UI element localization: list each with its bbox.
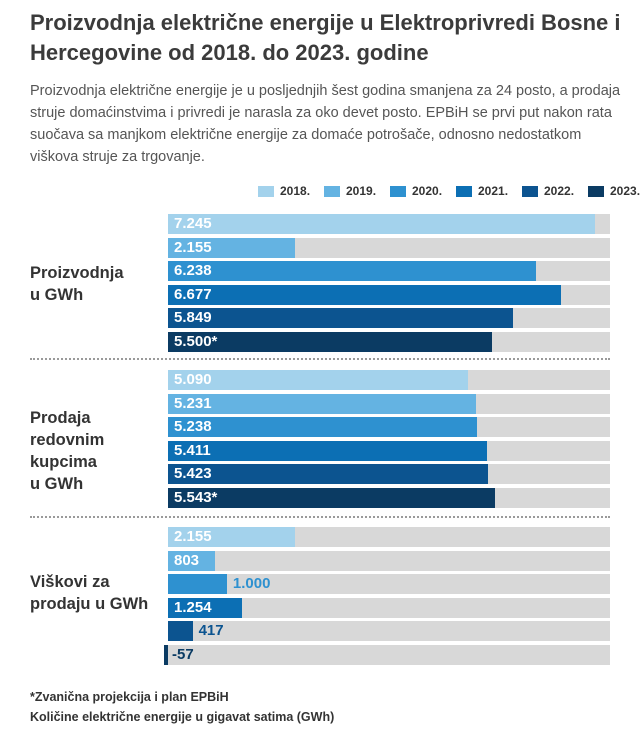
chart-title: Proizvodnja električne energije u Elektr… bbox=[30, 10, 621, 65]
legend-swatch bbox=[456, 185, 472, 197]
bar-track bbox=[168, 621, 610, 641]
legend-swatch bbox=[324, 185, 340, 197]
bar-2023-2 bbox=[164, 645, 168, 665]
legend-item-2020: 2020. bbox=[390, 182, 456, 200]
bar-track bbox=[168, 574, 610, 594]
legend-label: 2020. bbox=[412, 184, 443, 198]
legend-swatch bbox=[390, 185, 406, 197]
group-separator bbox=[30, 516, 610, 518]
bar-2022-0 bbox=[168, 308, 513, 328]
legend-item-2019: 2019. bbox=[324, 182, 390, 200]
group-label-line: redovnim bbox=[30, 431, 105, 449]
bar-value-label: 5.423 bbox=[174, 465, 212, 482]
bar-2018-1 bbox=[168, 370, 468, 390]
legend-label: 2021. bbox=[478, 184, 509, 198]
legend-item-2018: 2018. bbox=[258, 182, 324, 200]
bar-track bbox=[168, 598, 610, 618]
bar-value-label: 2.155 bbox=[174, 528, 212, 545]
bar-2022-1 bbox=[168, 464, 488, 484]
legend-item-2021: 2021. bbox=[456, 182, 522, 200]
legend-label: 2023. bbox=[610, 184, 640, 198]
bar-2020-1 bbox=[168, 417, 477, 437]
legend-label: 2019. bbox=[346, 184, 377, 198]
bar-value-label: 1.254 bbox=[174, 599, 212, 616]
bar-track bbox=[168, 551, 610, 571]
legend-item-2022: 2022. bbox=[522, 182, 588, 200]
bar-value-label: -57 bbox=[172, 646, 194, 663]
bar-value-label: 1.000 bbox=[232, 575, 271, 592]
legend-swatch bbox=[258, 185, 274, 197]
legend-label: 2018. bbox=[280, 184, 311, 198]
group-label-line: u GWh bbox=[30, 286, 84, 304]
bar-2019-2 bbox=[168, 551, 216, 571]
legend-swatch bbox=[588, 185, 604, 197]
bar-value-label: 5.090 bbox=[174, 371, 212, 388]
bar-value-label: 7.245 bbox=[174, 215, 212, 232]
bar-2021-0 bbox=[168, 285, 562, 305]
bar-2021-2 bbox=[168, 598, 242, 618]
bar-value-label: 5.238 bbox=[174, 418, 212, 435]
group-label-line: kupcima bbox=[30, 453, 97, 471]
bar-2020-0 bbox=[168, 261, 536, 281]
group-label-line: prodaju u GWh bbox=[30, 595, 149, 613]
bar-value-label: 5.500* bbox=[174, 333, 218, 350]
group-label-0: Proizvodnja u GWh bbox=[30, 262, 124, 306]
legend-label: 2022. bbox=[544, 184, 575, 198]
group-label-line: Prodaja bbox=[30, 409, 91, 427]
bar-2019-1 bbox=[168, 394, 477, 414]
bar-2021-1 bbox=[168, 441, 487, 461]
bar-2020-2 bbox=[168, 574, 227, 594]
group-label-line: Proizvodnja bbox=[30, 264, 124, 282]
group-separator bbox=[30, 358, 610, 360]
bar-value-label: 5.231 bbox=[174, 395, 212, 412]
legend-swatch bbox=[522, 185, 538, 197]
bar-value-label: 5.849 bbox=[174, 309, 212, 326]
bar-2018-0 bbox=[168, 214, 595, 234]
footnote-units: Količine električne energije u gigavat s… bbox=[30, 710, 335, 724]
legend: 2018. 2019. 2020. 2021. 2022. 2023. bbox=[258, 182, 640, 200]
bar-2018-2 bbox=[168, 527, 295, 547]
group-label-1: Prodaja redovnim kupcima u GWh bbox=[30, 407, 104, 495]
bar-value-label: 2.155 bbox=[174, 239, 212, 256]
group-label-2: Viškovi za prodaju u GWh bbox=[30, 571, 148, 615]
chart-subtitle: Proizvodnja električne energije je u pos… bbox=[30, 83, 621, 165]
bar-2022-2 bbox=[168, 621, 193, 641]
legend-item-2023: 2023. bbox=[588, 182, 640, 200]
bar-value-label: 6.677 bbox=[174, 286, 212, 303]
bar-value-label: 417 bbox=[198, 622, 224, 639]
bar-value-label: 5.543* bbox=[174, 489, 218, 506]
group-label-line: Viškovi za bbox=[30, 573, 110, 591]
bar-value-label: 803 bbox=[174, 552, 200, 569]
bar-value-label: 5.411 bbox=[174, 442, 211, 459]
bar-2023-0 bbox=[168, 332, 493, 352]
bar-track bbox=[168, 645, 610, 665]
group-label-line: u GWh bbox=[30, 475, 84, 493]
bar-2023-1 bbox=[168, 488, 495, 508]
footnote-projection: *Zvanična projekcija i plan EPBiH bbox=[30, 690, 229, 704]
bar-value-label: 6.238 bbox=[174, 262, 212, 279]
bar-2019-0 bbox=[168, 238, 295, 258]
